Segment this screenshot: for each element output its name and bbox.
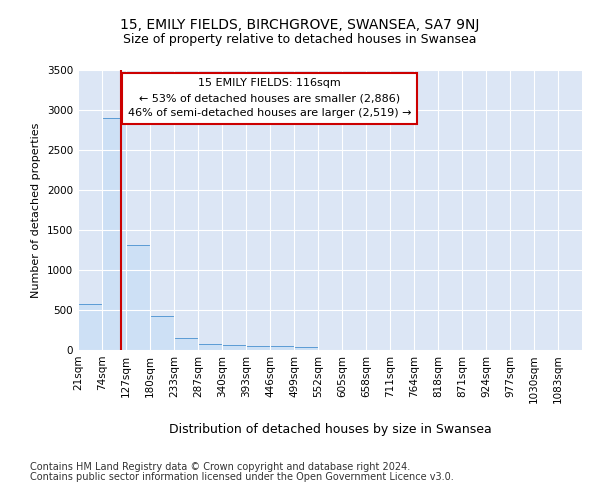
Bar	[78, 304, 102, 350]
Bar	[102, 118, 126, 350]
Text: Contains HM Land Registry data © Crown copyright and database right 2024.: Contains HM Land Registry data © Crown c…	[30, 462, 410, 472]
Bar	[126, 245, 150, 350]
Bar	[174, 338, 198, 350]
Text: 15 EMILY FIELDS: 116sqm
← 53% of detached houses are smaller (2,886)
46% of semi: 15 EMILY FIELDS: 116sqm ← 53% of detache…	[128, 78, 411, 118]
Text: Distribution of detached houses by size in Swansea: Distribution of detached houses by size …	[169, 422, 491, 436]
Bar	[198, 344, 222, 350]
Y-axis label: Number of detached properties: Number of detached properties	[31, 122, 41, 298]
Bar	[246, 346, 270, 350]
Text: 15, EMILY FIELDS, BIRCHGROVE, SWANSEA, SA7 9NJ: 15, EMILY FIELDS, BIRCHGROVE, SWANSEA, S…	[121, 18, 479, 32]
Text: Size of property relative to detached houses in Swansea: Size of property relative to detached ho…	[123, 32, 477, 46]
Bar	[294, 347, 318, 350]
Bar	[150, 316, 174, 350]
Bar	[222, 345, 246, 350]
Bar	[270, 346, 294, 350]
Text: Contains public sector information licensed under the Open Government Licence v3: Contains public sector information licen…	[30, 472, 454, 482]
